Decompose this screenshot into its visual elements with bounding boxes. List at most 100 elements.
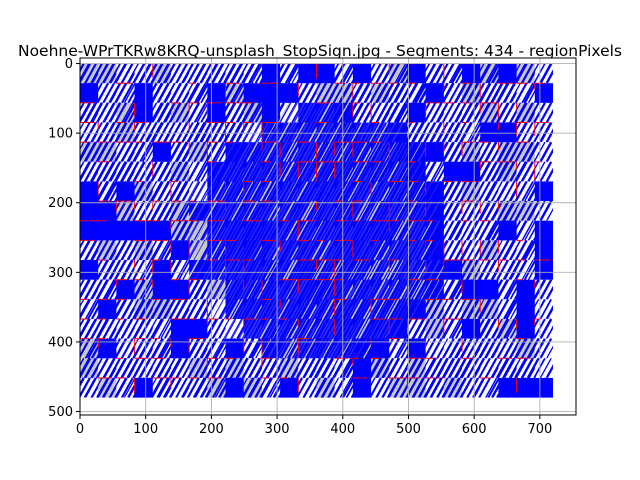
segment-stroke	[393, 82, 406, 104]
segment-stroke	[368, 220, 382, 241]
segment-stroke	[447, 357, 461, 379]
segment-stroke	[311, 161, 324, 182]
segment-stroke	[423, 279, 436, 300]
segment-stroke	[96, 161, 109, 182]
segment-stroke	[264, 141, 277, 163]
segment-stroke	[114, 377, 127, 398]
segment-stroke	[466, 377, 479, 398]
segment-stroke	[163, 220, 176, 241]
x-tick-label: 600	[462, 422, 487, 437]
segment-stroke	[355, 200, 368, 222]
segment-stroke	[472, 239, 485, 261]
segment	[514, 377, 554, 398]
segment-stroke	[293, 318, 306, 339]
segment-stroke	[80, 318, 85, 328]
segment-stroke	[303, 141, 316, 163]
segment-stroke	[508, 240, 522, 261]
segment-stroke	[120, 200, 133, 222]
segment-stroke	[472, 357, 486, 379]
segment	[514, 181, 554, 202]
segment-stroke	[150, 220, 164, 241]
segment-stroke	[126, 200, 140, 222]
segment	[96, 82, 140, 104]
segment-stroke	[348, 259, 360, 280]
segment-stroke	[487, 63, 501, 84]
segment-stroke	[366, 220, 378, 241]
segment-stroke	[229, 63, 243, 84]
segment-stroke	[199, 63, 213, 84]
segment-stroke	[241, 63, 255, 84]
segment-stroke	[233, 141, 246, 163]
segment-stroke	[472, 318, 486, 340]
segment-stroke	[545, 285, 554, 300]
segment-stroke	[300, 200, 313, 222]
segment-stroke	[387, 161, 400, 182]
segment-stroke	[295, 82, 309, 104]
segment-stroke	[211, 318, 224, 339]
segment-stroke	[199, 279, 212, 300]
segment-stroke	[520, 318, 534, 340]
segment-stroke	[514, 180, 528, 202]
segment-stroke	[436, 298, 449, 320]
segment-stroke	[168, 102, 182, 124]
segment-stroke	[303, 240, 316, 261]
segment-stroke	[509, 82, 521, 104]
segment-stroke	[217, 357, 231, 379]
segment-stroke	[311, 181, 324, 202]
segment-stroke	[490, 318, 503, 339]
segment-stroke	[441, 63, 454, 84]
segment-stroke	[322, 161, 334, 182]
segment-stroke	[144, 121, 158, 143]
chart-title: Noehne-WPrTKRw8KRQ-unsplash_StopSign.jpg…	[17, 42, 622, 60]
segment-stroke	[423, 122, 436, 143]
segment	[278, 102, 321, 124]
segment-stroke	[448, 240, 461, 261]
segment-stroke	[527, 122, 540, 143]
segment	[514, 357, 554, 379]
segment-stroke	[368, 63, 382, 84]
segment-stroke	[514, 357, 528, 379]
segment-stroke	[246, 240, 258, 261]
segment-stroke	[410, 181, 422, 202]
segment-stroke	[241, 141, 254, 163]
segment-stroke	[160, 279, 173, 300]
segment	[241, 279, 285, 300]
segment	[96, 377, 141, 398]
segment-stroke	[394, 181, 407, 202]
segment-stroke	[285, 141, 298, 163]
segment-stroke	[436, 377, 449, 398]
segment-stroke	[282, 141, 295, 163]
segment-stroke	[514, 200, 527, 222]
segment-stroke	[296, 220, 309, 241]
segment-stroke	[249, 142, 261, 162]
segment-stroke	[384, 259, 397, 280]
segment-stroke	[369, 240, 381, 261]
segment-stroke	[373, 279, 386, 300]
segment-stroke	[477, 318, 491, 340]
segment-stroke	[454, 239, 467, 261]
segment-stroke	[199, 357, 213, 379]
segment-stroke	[311, 239, 324, 261]
segment-stroke	[248, 102, 262, 124]
segment-stroke	[411, 377, 424, 398]
segment-stroke	[314, 259, 327, 281]
segment-stroke	[526, 102, 540, 124]
segment-stroke	[460, 200, 472, 222]
segment-stroke	[376, 141, 389, 163]
segment-stroke	[526, 318, 540, 340]
segment-stroke	[496, 141, 509, 163]
segment-stroke	[285, 161, 298, 182]
segment-stroke	[114, 141, 127, 163]
segment-stroke	[229, 377, 243, 398]
segment-stroke	[394, 63, 407, 84]
segment-stroke	[350, 377, 363, 398]
segment-stroke	[120, 141, 133, 163]
segment-stroke	[314, 299, 327, 320]
segment-stroke	[246, 181, 259, 202]
segment-stroke	[260, 240, 272, 261]
segment-stroke	[441, 141, 455, 163]
segment-stroke	[303, 122, 316, 143]
segment-stroke	[296, 318, 308, 339]
segment-stroke	[120, 180, 133, 202]
segment-stroke	[108, 318, 121, 340]
